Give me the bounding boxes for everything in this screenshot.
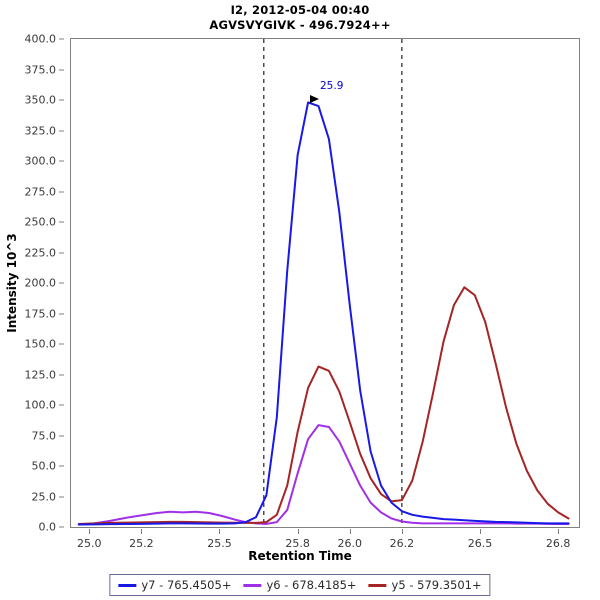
y-axis-tick-mark	[59, 374, 64, 375]
x-axis-tick-label: 26.2	[389, 537, 415, 550]
x-axis-tick-label: 25.0	[76, 537, 102, 550]
legend-item-label: y7 - 765.4505+	[141, 578, 232, 592]
y-axis-tick-label: 225.0	[24, 246, 57, 259]
y-axis-tick-label: 200.0	[24, 276, 57, 290]
y-axis-tick-label: 75.0	[31, 429, 57, 442]
trace-line-1	[77, 101, 570, 526]
y-axis-tick-mark	[59, 252, 64, 253]
x-axis-tick-label: 25.5	[207, 537, 232, 550]
x-axis-tick-labels: 25.0 25.2 25.5 25.8 26.0 26.2 26.5 26.8	[0, 529, 600, 559]
y-axis-tick-label: 150.0	[24, 337, 57, 351]
chart-title-block: I2, 2012-05-04 00:40 AGVSVYGIVK - 496.79…	[0, 3, 600, 33]
y-axis-tick-mark	[59, 130, 64, 131]
legend-item-2[interactable]: y6 - 678.4185+	[243, 578, 357, 592]
y-axis-tick-mark	[59, 496, 64, 497]
y-axis-tick-label: 350.0	[24, 93, 57, 107]
y-axis-tick-label: 300.0	[24, 154, 57, 168]
y-axis-tick-label: 400.0	[24, 32, 57, 46]
x-axis-tick-label: 26.5	[467, 537, 493, 550]
y-axis-tick-mark	[59, 221, 64, 223]
y-axis-tick-mark	[59, 160, 64, 162]
y-axis-tick-label: 375.0	[24, 63, 57, 76]
x-axis-tick-label: 25.2	[129, 537, 154, 550]
y-axis-tick-label: 0.0	[38, 520, 57, 534]
chart-title-line-1: I2, 2012-05-04 00:40	[230, 3, 370, 17]
y-axis-tick-mark	[59, 313, 64, 314]
x-axis-tick-mark	[401, 529, 403, 534]
y-axis-tick-label: 325.0	[24, 124, 57, 137]
y-axis-tick-mark	[59, 99, 64, 101]
chart-legend: y7 - 765.4505+ y6 - 678.4185+ y5 - 579.350…	[109, 574, 491, 596]
y-axis-tick-mark	[59, 404, 64, 406]
y-axis-tick-mark	[59, 526, 64, 528]
y-axis-tick-label: 175.0	[24, 307, 57, 320]
trace-line-2	[77, 424, 570, 526]
x-axis-tick-mark	[89, 529, 91, 534]
x-axis-title: Retention Time	[248, 549, 352, 563]
y-axis-tick-mark	[59, 465, 64, 467]
x-axis-tick-mark	[141, 529, 143, 534]
x-axis-tick-label: 25.8	[285, 537, 310, 550]
legend-item-3[interactable]: y5 - 579.3501+	[368, 578, 482, 592]
y-axis-tick-label: 50.0	[31, 459, 57, 473]
legend-item-label: y6 - 678.4185+	[266, 578, 357, 592]
legend-item-label: y5 - 579.3501+	[391, 578, 482, 592]
traces-svg	[77, 39, 570, 527]
legend-item-1[interactable]: y7 - 765.4505+	[118, 578, 231, 592]
x-axis-tick-mark	[349, 529, 351, 534]
x-axis-tick-mark	[297, 529, 299, 534]
y-axis-tick-mark	[59, 69, 64, 70]
x-axis-tick-label: 26.8	[545, 537, 571, 550]
y-axis-tick-label: 100.0	[24, 398, 57, 412]
chart-title-line-2: AGVSVYGIVK - 496.7924++	[209, 18, 391, 32]
y-axis-tick-mark	[59, 191, 64, 192]
y-axis-tick-mark	[59, 343, 64, 345]
y-axis-tick-mark	[59, 38, 64, 40]
x-axis-tick-mark	[558, 529, 560, 534]
y-axis-tick-label: 25.0	[31, 490, 57, 503]
y-axis-tick-label: 275.0	[24, 185, 57, 198]
y-axis-tick-label: 250.0	[24, 215, 57, 229]
legend-color-swatch-icon	[118, 583, 137, 587]
y-axis-tick-mark	[59, 282, 64, 284]
legend-color-swatch-icon	[243, 583, 262, 587]
y-axis-tick-labels: 0.0 25.0 50.0 75.0 100.0 125.0 150.0 175.0 200.0…	[0, 33, 64, 534]
legend-color-swatch-icon	[368, 583, 387, 587]
trace-line-3	[77, 286, 570, 525]
y-axis-tick-mark	[59, 435, 64, 436]
x-axis-tick-label: 26.0	[337, 537, 362, 550]
plot-area	[70, 38, 580, 528]
y-axis-tick-label: 125.0	[24, 368, 57, 381]
x-axis-tick-mark	[480, 529, 481, 534]
x-axis-tick-mark	[219, 529, 221, 534]
